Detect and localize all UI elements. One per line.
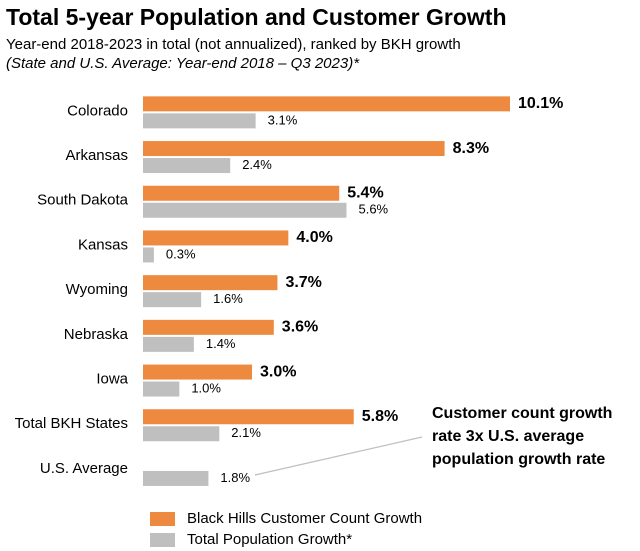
bar — [143, 426, 220, 442]
y-tick-label: U.S. Average — [40, 460, 128, 477]
bar — [143, 364, 253, 380]
bar — [143, 409, 354, 425]
bar — [143, 275, 278, 291]
bar — [143, 230, 289, 246]
legend-label: Total Population Growth* — [187, 531, 352, 548]
y-tick-label: Wyoming — [66, 281, 128, 298]
bar — [143, 292, 202, 308]
bar — [143, 158, 231, 174]
value-label: 2.1% — [231, 425, 261, 440]
value-label: 3.0% — [260, 363, 296, 380]
value-label: 5.8% — [362, 408, 398, 425]
annotation-line — [254, 436, 423, 476]
y-tick-label: Colorado — [67, 102, 128, 119]
bar — [143, 319, 274, 335]
value-label: 8.3% — [453, 140, 489, 157]
bar — [143, 381, 180, 397]
value-label: 5.4% — [347, 184, 383, 201]
bar — [143, 96, 510, 112]
legend-swatch — [150, 533, 175, 547]
value-label: 2.4% — [242, 157, 272, 172]
annotation: rate 3x U.S. average — [432, 428, 584, 445]
legend-label: Black Hills Customer Count Growth — [187, 510, 422, 527]
annotation: population growth rate — [432, 451, 605, 468]
value-label: 0.3% — [166, 246, 196, 261]
value-label: 5.6% — [358, 202, 388, 217]
value-label: 1.0% — [191, 380, 221, 395]
value-label: 3.1% — [268, 112, 298, 127]
chart-subtitle: Year-end 2018-2023 in total (not annuali… — [6, 36, 461, 53]
value-label: 3.7% — [285, 274, 321, 291]
legend-swatch — [150, 512, 175, 526]
bar — [143, 247, 154, 263]
bar — [143, 202, 347, 218]
bar — [143, 336, 194, 352]
value-label: 1.4% — [206, 336, 236, 351]
value-label: 4.0% — [296, 229, 332, 246]
bar — [143, 185, 340, 201]
y-tick-label: South Dakota — [37, 192, 129, 209]
value-label: 1.8% — [220, 470, 250, 485]
y-tick-label: Kansas — [78, 236, 128, 253]
bar — [143, 113, 256, 129]
chart-title: Total 5-year Population and Customer Gro… — [6, 4, 507, 30]
bar — [143, 470, 209, 486]
value-label: 1.6% — [213, 291, 243, 306]
annotation: Customer count growth — [432, 405, 612, 422]
value-label: 3.6% — [282, 319, 318, 336]
y-tick-label: Nebraska — [64, 326, 129, 343]
y-tick-label: Arkansas — [65, 147, 128, 164]
bar — [143, 141, 445, 157]
chart-note: (State and U.S. Average: Year-end 2018 –… — [6, 55, 360, 72]
y-tick-label: Iowa — [96, 371, 128, 388]
y-tick-label: Total BKH States — [15, 415, 128, 432]
value-label: 10.1% — [518, 95, 563, 112]
